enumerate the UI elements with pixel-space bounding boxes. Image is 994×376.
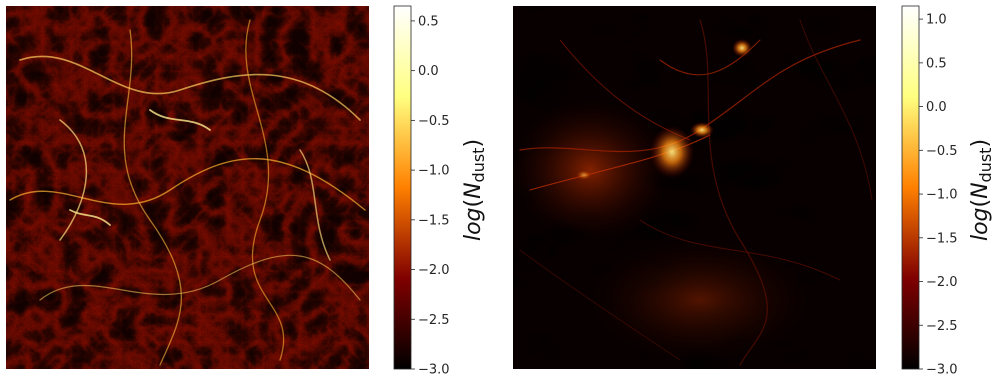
heatmap-right-knot-left <box>576 170 592 180</box>
colorbar-left-tick-label: −3.0 <box>418 363 450 376</box>
colorbar-right-tick-label: 0.5 <box>926 56 947 71</box>
heatmap-left <box>6 6 369 369</box>
heatmap-right-diffuse-bottom <box>590 240 810 360</box>
colorbar-left-label: log(Ndust) <box>461 139 488 241</box>
colorbar-right: 1.0 0.5 0.0 −0.5 −1.0 −1.5 −2.0 −2.5 −3.0 log(Nd… <box>901 5 994 376</box>
colorbar-left-label-sub: dust <box>469 148 488 183</box>
colorbar-right-tick-label: −1.0 <box>926 188 958 203</box>
colorbar-right-gradient <box>901 5 920 370</box>
colorbar-left-ticks: 0.5 0.0 −0.5 −1.0 −1.5 −2.0 −2.5 −3.0 <box>411 14 450 376</box>
colorbar-right-label-func: log <box>968 207 993 241</box>
heatmap-right-bright-knot-upper <box>690 122 714 138</box>
colorbar-right-label-paren-open: ( <box>968 199 993 208</box>
heatmap-right-bright-knot-top <box>732 39 752 57</box>
colorbar-right-label-var: N <box>968 182 993 198</box>
colorbar-right-tick-label: 1.0 <box>926 13 947 28</box>
heatmap-left-bright-filaments <box>9 19 366 366</box>
colorbar-left-label-paren-close: ) <box>461 139 486 148</box>
colorbar-left-tick-label: −2.0 <box>418 263 450 278</box>
colorbar-right-tick-label: 0.0 <box>926 100 947 115</box>
heatmap-right-diffuse-left <box>513 100 670 240</box>
colorbar-right-tick-label: −3.0 <box>926 363 958 376</box>
heatmap-left-filaments-mid <box>6 6 369 369</box>
colorbar-left-tick-label: −2.5 <box>418 313 450 328</box>
colorbar-left-tick-label: −0.5 <box>418 114 450 129</box>
colorbar-left-label-paren-open: ( <box>461 199 486 208</box>
colorbar-left-tick-label: 0.5 <box>418 14 439 29</box>
colorbar-left-tick-label: −1.0 <box>418 164 450 179</box>
colorbar-right-ticks: 1.0 0.5 0.0 −0.5 −1.0 −1.5 −2.0 −2.5 −3.0 <box>919 13 958 376</box>
colorbar-left-label-var: N <box>461 182 486 198</box>
colorbar-right-tick-label: −2.5 <box>926 319 958 334</box>
colorbar-left-tick-label: −1.5 <box>418 213 450 228</box>
colorbar-left: 0.5 0.0 −0.5 −1.0 −1.5 −2.0 −2.5 −3.0 log(Ndust… <box>393 5 488 376</box>
colorbar-left-tick-label: 0.0 <box>418 64 439 79</box>
heatmap-right-bright-knot-center <box>650 126 694 178</box>
colorbar-right-label-sub: dust <box>976 148 994 183</box>
colorbar-left-label-func: log <box>461 207 486 241</box>
colorbar-right-tick-label: −1.5 <box>926 231 958 246</box>
colorbar-right-label: log(Ndust) <box>968 139 994 241</box>
colorbar-left-gradient <box>393 5 412 370</box>
heatmap-right <box>513 6 876 369</box>
colorbar-right-label-paren-close: ) <box>968 139 993 148</box>
colorbar-right-tick-label: −0.5 <box>926 144 958 159</box>
colorbar-right-tick-label: −2.0 <box>926 275 958 290</box>
